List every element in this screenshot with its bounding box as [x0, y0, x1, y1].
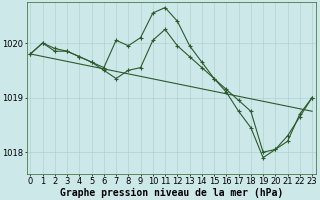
X-axis label: Graphe pression niveau de la mer (hPa): Graphe pression niveau de la mer (hPa): [60, 188, 283, 198]
